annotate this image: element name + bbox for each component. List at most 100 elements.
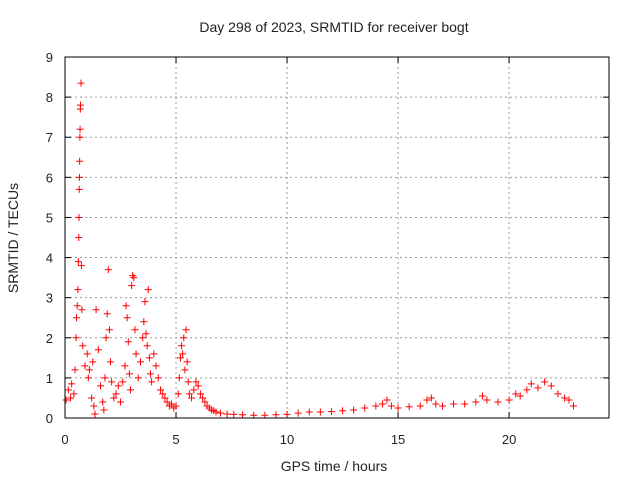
data-point: [81, 362, 89, 370]
data-point: [141, 298, 149, 306]
x-tick-label: 5: [172, 432, 179, 447]
data-point: [432, 400, 440, 408]
data-point: [185, 390, 193, 398]
data-points: [62, 79, 577, 419]
data-point: [121, 362, 129, 370]
y-tick-label: 0: [46, 411, 53, 426]
y-tick-label: 1: [46, 371, 53, 386]
y-tick-label: 3: [46, 291, 53, 306]
data-point: [192, 378, 200, 386]
data-point: [427, 394, 435, 402]
data-point: [272, 411, 280, 419]
data-point: [152, 362, 160, 370]
x-tick-label: 0: [61, 432, 68, 447]
data-point: [85, 366, 93, 374]
data-point: [154, 374, 162, 382]
data-point: [176, 354, 184, 362]
data-point: [77, 262, 85, 270]
data-point: [84, 374, 92, 382]
data-point: [91, 410, 99, 418]
data-point: [212, 408, 220, 416]
data-point: [143, 342, 151, 350]
data-point: [94, 346, 102, 354]
data-point: [561, 394, 569, 402]
data-point: [122, 302, 130, 310]
data-point: [478, 392, 486, 400]
y-tick-label: 7: [46, 130, 53, 145]
data-point: [569, 402, 577, 410]
data-point: [88, 394, 96, 402]
data-point: [64, 386, 72, 394]
x-axis-label: GPS time / hours: [281, 458, 388, 474]
data-point: [142, 330, 150, 338]
data-point: [182, 326, 190, 334]
data-point: [216, 409, 224, 417]
data-point: [74, 258, 82, 266]
data-point: [103, 310, 111, 318]
data-point: [114, 382, 122, 390]
data-point: [394, 404, 402, 412]
data-point: [184, 378, 192, 386]
data-point: [71, 366, 79, 374]
data-point: [339, 407, 347, 415]
data-point: [117, 398, 125, 406]
data-point: [73, 302, 81, 310]
data-point: [327, 408, 335, 416]
data-point: [178, 342, 186, 350]
data-point: [92, 306, 100, 314]
data-point: [140, 318, 148, 326]
x-tick-label: 15: [391, 432, 405, 447]
y-tick-label: 6: [46, 170, 53, 185]
data-point: [450, 400, 458, 408]
data-point: [89, 358, 97, 366]
data-point: [150, 350, 158, 358]
data-point: [361, 404, 369, 412]
data-point: [156, 386, 164, 394]
data-point: [230, 410, 238, 418]
data-point: [131, 326, 139, 334]
data-point: [372, 402, 380, 410]
data-point: [75, 234, 83, 241]
data-point: [196, 390, 204, 398]
data-point: [294, 409, 302, 417]
data-point: [102, 334, 110, 342]
data-point: [100, 406, 108, 414]
axis-ticks: [64, 56, 609, 419]
data-point: [494, 398, 502, 406]
y-tick-label: 8: [46, 90, 53, 105]
data-point: [128, 282, 136, 290]
data-point: [139, 334, 147, 342]
data-point: [144, 286, 152, 294]
plot-frame: [64, 56, 610, 419]
data-point: [461, 400, 469, 408]
data-point: [423, 396, 431, 404]
data-point: [175, 374, 183, 382]
data-point: [75, 185, 83, 193]
data-point: [379, 400, 387, 408]
y-tick-label: 4: [46, 251, 53, 266]
data-point: [161, 394, 169, 402]
data-point: [179, 350, 187, 358]
data-point: [316, 408, 324, 416]
data-point: [181, 366, 189, 374]
data-point: [239, 411, 247, 419]
data-point: [77, 79, 85, 87]
data-point: [534, 384, 542, 392]
data-point: [174, 390, 182, 398]
data-point: [188, 394, 196, 402]
data-point: [112, 390, 120, 398]
y-tick-label: 5: [46, 210, 53, 225]
data-point: [199, 394, 207, 402]
data-point: [73, 314, 81, 322]
data-point: [110, 394, 118, 402]
data-point: [527, 380, 535, 388]
data-point: [74, 286, 82, 294]
data-point: [76, 157, 84, 165]
data-point: [105, 326, 113, 334]
data-point: [83, 350, 91, 358]
data-point: [108, 378, 116, 386]
y-tick-label: 9: [46, 50, 53, 65]
data-point: [79, 342, 87, 350]
data-point: [72, 334, 80, 342]
data-point: [283, 410, 291, 418]
